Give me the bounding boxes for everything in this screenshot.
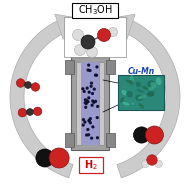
Circle shape [87,133,90,136]
Circle shape [90,85,93,88]
Circle shape [83,121,86,124]
Circle shape [89,117,92,120]
Circle shape [155,160,162,168]
Circle shape [86,128,89,131]
Ellipse shape [136,89,144,93]
Ellipse shape [131,102,134,105]
Circle shape [33,107,42,116]
Polygon shape [55,14,83,39]
Ellipse shape [148,90,154,96]
Circle shape [81,87,84,90]
Circle shape [84,106,87,109]
Bar [71,57,109,150]
Circle shape [87,46,97,57]
Circle shape [96,116,99,119]
Circle shape [142,160,149,168]
Circle shape [90,137,93,140]
Ellipse shape [121,90,127,96]
Circle shape [74,44,86,56]
Bar [118,75,164,110]
Text: CH$_3$OH: CH$_3$OH [78,4,112,17]
Circle shape [91,92,94,95]
Circle shape [81,35,95,49]
Bar [81,62,99,145]
Circle shape [108,28,117,36]
Circle shape [92,101,95,104]
Circle shape [147,155,157,165]
Circle shape [25,82,31,88]
Ellipse shape [138,103,144,108]
Ellipse shape [126,91,133,98]
Circle shape [94,74,97,77]
FancyBboxPatch shape [72,3,118,18]
Circle shape [85,134,88,136]
Circle shape [145,126,163,144]
Ellipse shape [123,102,129,106]
Circle shape [91,100,94,102]
Circle shape [89,121,92,124]
Circle shape [85,99,88,102]
FancyBboxPatch shape [79,157,103,173]
Ellipse shape [156,77,161,85]
Polygon shape [10,16,73,178]
Ellipse shape [128,80,134,85]
Circle shape [134,127,150,143]
Polygon shape [107,14,135,39]
Bar [106,60,115,74]
Circle shape [96,105,99,108]
Circle shape [87,64,90,67]
Circle shape [87,119,91,122]
Circle shape [91,104,94,107]
Circle shape [86,87,89,90]
Ellipse shape [130,75,134,83]
Ellipse shape [120,97,124,103]
Bar [65,60,74,74]
Circle shape [85,102,88,105]
Circle shape [93,88,96,91]
Circle shape [49,148,69,168]
Circle shape [31,83,40,91]
Circle shape [18,108,27,117]
Polygon shape [117,16,180,178]
Circle shape [94,100,97,103]
Circle shape [82,124,85,127]
Circle shape [97,29,111,42]
Circle shape [91,125,94,128]
Circle shape [95,74,98,77]
Ellipse shape [151,82,156,88]
Circle shape [84,98,87,101]
Circle shape [82,118,85,121]
Text: H$_2$: H$_2$ [84,158,98,172]
Circle shape [88,91,91,94]
Circle shape [87,69,90,72]
Circle shape [90,82,93,85]
Ellipse shape [142,86,148,90]
Circle shape [73,29,83,40]
Circle shape [88,69,91,72]
Circle shape [96,136,99,139]
Circle shape [16,79,25,87]
Bar [76,62,81,145]
Bar [106,133,115,147]
Ellipse shape [147,80,155,88]
Ellipse shape [135,94,144,101]
Circle shape [36,149,54,167]
Bar [65,133,74,147]
Circle shape [83,90,86,93]
Circle shape [95,65,98,68]
Ellipse shape [146,93,154,97]
FancyBboxPatch shape [64,17,126,57]
Circle shape [87,100,89,103]
Ellipse shape [138,95,146,99]
Circle shape [87,96,90,99]
Circle shape [88,119,91,122]
Ellipse shape [149,86,154,91]
Bar [99,62,104,145]
Circle shape [27,109,33,115]
Ellipse shape [136,82,141,87]
Text: Cu-Mn: Cu-Mn [127,67,155,75]
Ellipse shape [126,80,129,82]
Circle shape [84,101,87,104]
